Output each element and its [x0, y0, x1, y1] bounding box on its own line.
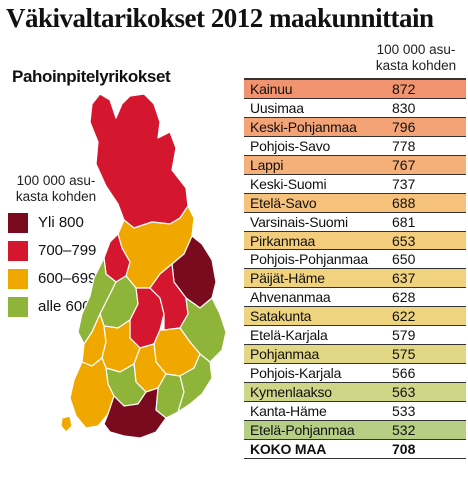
region-value: 532 [392, 421, 416, 438]
region-name: Kymenlaakso [250, 384, 332, 400]
region-value: 872 [392, 81, 416, 97]
region-name: Keski-Suomi [250, 175, 327, 192]
table-row: Kanta-Häme 533 [244, 402, 466, 421]
table-row: Pohjois-Pohjanmaa 650 [244, 250, 466, 270]
region-value: 650 [392, 251, 416, 268]
table-row: Uusimaa 830 [244, 99, 466, 118]
region-name: Kainuu [250, 81, 293, 97]
region-value: 579 [392, 327, 416, 344]
region-value: 533 [392, 402, 416, 419]
region-ahvenanmaa [60, 415, 73, 433]
legend-swatch [8, 213, 28, 233]
region-name: Kanta-Häme [250, 402, 327, 419]
legend-swatch [8, 269, 28, 289]
map-subtitle: Pahoinpitelyrikokset [12, 67, 171, 86]
region-name: Etelä-Pohjanmaa [250, 421, 355, 438]
table-row: Satakunta 622 [244, 307, 466, 327]
table-row: Kymenlaakso 563 [244, 383, 466, 402]
region-value: 563 [392, 384, 416, 400]
table-row: Pirkanmaa 653 [244, 231, 466, 251]
table-body: Kainuu 872 Uusimaa 830 Keski-Pohjanmaa 796 Poh… [244, 80, 466, 459]
region-etela-karjala [177, 353, 213, 413]
region-name: Uusimaa [250, 99, 304, 116]
region-value: 778 [392, 137, 416, 154]
region-value: 575 [392, 346, 416, 363]
region-pohjois-karjala [179, 297, 227, 363]
region-name: Keski-Pohjanmaa [250, 118, 357, 135]
region-name: Etelä-Savo [250, 194, 317, 211]
table-row: Keski-Suomi 737 [244, 175, 466, 194]
table-row: Keski-Pohjanmaa 796 [244, 117, 466, 137]
region-name: Pohjois-Savo [250, 137, 331, 154]
region-name: KOKO MAA [250, 440, 327, 457]
finland-region-map [60, 93, 227, 439]
table-unit-label: 100 000 asu- kasta kohden [375, 42, 457, 73]
table-row: Pohjanmaa 575 [244, 345, 466, 365]
page-title: Väkivaltarikokset 2012 maakunnittain [6, 3, 434, 33]
region-name: Pohjois-Pohjanmaa [250, 251, 369, 268]
legend-unit-label: 100 000 asu- kasta kohden [15, 173, 97, 204]
table-row: Etelä-Karjala 579 [244, 326, 466, 346]
region-name: Etelä-Karjala [250, 327, 328, 344]
table-row: Etelä-Pohjanmaa 532 [244, 420, 466, 440]
region-value: 688 [392, 194, 416, 211]
table-row: Etelä-Savo 688 [244, 193, 466, 213]
region-name: Varsinais-Suomi [250, 213, 348, 230]
region-uusimaa [103, 387, 167, 439]
region-value: 830 [392, 99, 416, 116]
legend-swatch [8, 241, 28, 261]
table-row: Pohjois-Savo 778 [244, 137, 466, 156]
table-row: Lappi 767 [244, 155, 466, 175]
table-row: Ahvenanmaa 628 [244, 288, 466, 308]
region-lappi [89, 93, 189, 229]
region-value: 566 [392, 365, 416, 382]
region-name: Pohjois-Karjala [250, 365, 342, 382]
region-name: Pirkanmaa [250, 232, 316, 249]
table-row: Varsinais-Suomi 681 [244, 213, 466, 232]
region-name: Lappi [250, 156, 284, 173]
region-value: 737 [392, 175, 416, 192]
region-value: 708 [392, 440, 416, 457]
table-row: Päijät-Häme 637 [244, 269, 466, 289]
table-total-row: KOKO MAA 708 [244, 440, 466, 459]
region-table: Kainuu 872 Uusimaa 830 Keski-Pohjanmaa 796 Poh… [244, 78, 466, 459]
region-value: 637 [392, 270, 416, 287]
region-name: Pohjanmaa [250, 346, 320, 363]
table-row: Pohjois-Karjala 566 [244, 364, 466, 383]
region-value: 796 [392, 118, 416, 135]
table-top-rule [244, 78, 466, 80]
region-value: 622 [392, 308, 416, 325]
region-name: Satakunta [250, 308, 312, 325]
table-row: Kainuu 872 [244, 80, 466, 99]
region-value: 653 [392, 232, 416, 249]
legend-swatch [8, 297, 28, 317]
region-name: Ahvenanmaa [250, 289, 331, 306]
region-name: Päijät-Häme [250, 270, 325, 287]
region-value: 628 [392, 289, 416, 306]
region-value: 681 [392, 213, 416, 230]
region-value: 767 [392, 156, 416, 173]
